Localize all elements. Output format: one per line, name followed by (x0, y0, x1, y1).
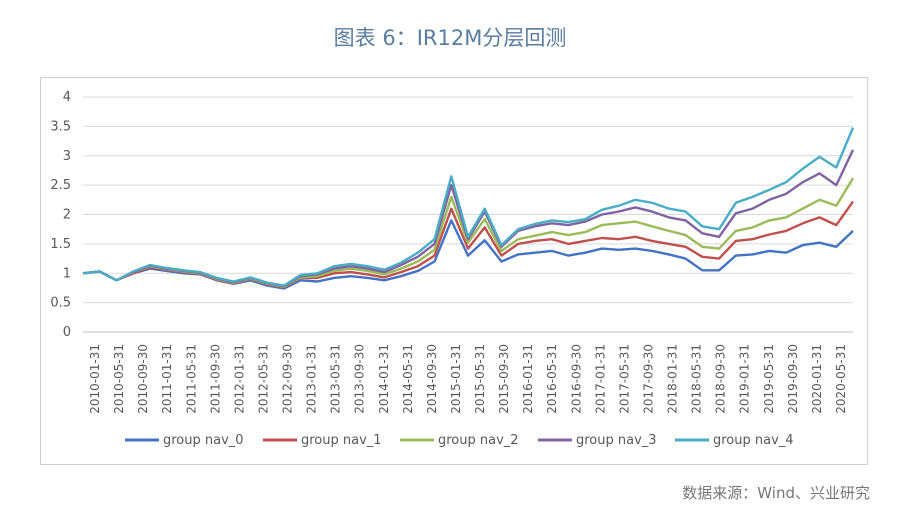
line-chart: 0 0.5 1 1.5 2 2.5 3 3.5 4 2010-01-31 2010-05-31 201… (50, 90, 855, 448)
x-tick-label: 2014-09-30 (425, 344, 439, 414)
y-tick-label: 3 (63, 149, 71, 164)
x-tick-label: 2011-01-31 (160, 344, 174, 414)
y-tick-label: 1 (63, 266, 71, 281)
legend-label: group nav_0 (163, 433, 244, 448)
x-tick-label: 2013-01-31 (305, 344, 319, 414)
y-tick-label: 1.5 (50, 237, 71, 252)
x-tick-label: 2012-05-31 (256, 344, 270, 414)
x-tick-label: 2019-05-31 (762, 344, 776, 414)
x-tick-label: 2011-09-30 (208, 344, 222, 414)
x-tick-label: 2010-09-30 (136, 344, 150, 414)
chart-frame: 0 0.5 1 1.5 2 2.5 3 3.5 4 2010-01-31 2010-05-31 201… (40, 77, 868, 465)
legend-label: group nav_1 (301, 433, 382, 448)
chart-title: 图表 6：IR12M分层回测 (333, 26, 567, 50)
x-tick-label: 2017-09-30 (641, 344, 655, 414)
x-tick-label: 2012-01-31 (232, 344, 246, 414)
y-tick-label: 2 (63, 208, 71, 223)
x-tick-label: 2016-05-31 (545, 344, 559, 414)
x-tick-label: 2018-09-30 (714, 344, 728, 414)
x-tick-label: 2010-01-31 (88, 344, 102, 414)
x-tick-label: 2015-05-31 (473, 344, 487, 414)
x-tick-label: 2016-09-30 (569, 344, 583, 414)
x-tick-label: 2011-05-31 (184, 344, 198, 414)
y-tick-label: 3.5 (50, 119, 71, 134)
x-tick-label: 2015-09-30 (497, 344, 511, 414)
series-line-group-nav_4 (82, 127, 855, 287)
x-tick-label: 2012-09-30 (281, 344, 295, 414)
x-tick-label: 2018-05-31 (690, 344, 704, 414)
x-tick-label: 2020-05-31 (834, 344, 848, 414)
y-tick-label: 0 (63, 325, 71, 340)
source-note: 数据来源：Wind、兴业研究 (682, 484, 870, 502)
x-tick-label: 2013-09-30 (353, 344, 367, 414)
x-tick-label: 2018-01-31 (666, 344, 680, 414)
y-tick-label: 0.5 (50, 296, 71, 311)
y-tick-label: 2.5 (50, 178, 71, 193)
x-tick-label: 2010-05-31 (112, 344, 126, 414)
x-tick-label: 2014-01-31 (377, 344, 391, 414)
x-tick-label: 2017-05-31 (617, 344, 631, 414)
x-tick-label: 2017-01-31 (593, 344, 607, 414)
x-tick-label: 2014-05-31 (401, 344, 415, 414)
legend-label: group nav_2 (438, 433, 519, 448)
legend-label: group nav_4 (713, 433, 794, 448)
x-tick-label: 2016-01-31 (521, 344, 535, 414)
series-line-group-nav_3 (82, 149, 855, 288)
x-tick-label: 2015-01-31 (449, 344, 463, 414)
x-tick-label: 2013-05-31 (329, 344, 343, 414)
x-tick-label: 2019-01-31 (738, 344, 752, 414)
x-tick-label: 2019-09-30 (786, 344, 800, 414)
legend-label: group nav_3 (576, 433, 657, 448)
y-tick-label: 4 (63, 90, 71, 105)
x-tick-label: 2020-01-31 (810, 344, 824, 414)
